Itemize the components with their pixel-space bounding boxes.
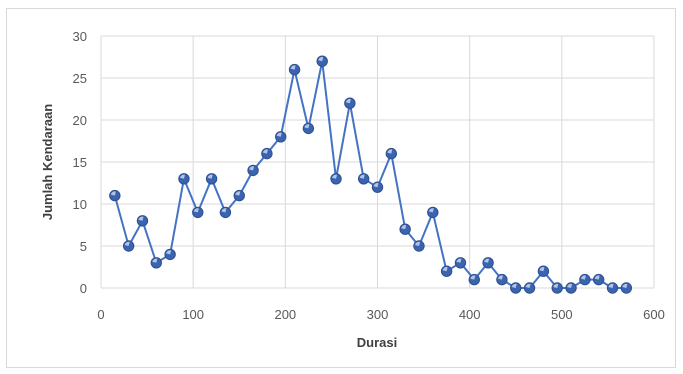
marker-highlight [497, 275, 503, 280]
data-point [330, 173, 342, 185]
marker-highlight [622, 283, 628, 288]
gridlines [100, 35, 655, 289]
data-point [620, 282, 633, 294]
data-point [302, 122, 315, 135]
data-point [178, 173, 190, 185]
data-point [247, 164, 259, 177]
y-tick-label: 15 [73, 155, 87, 170]
data-point [164, 248, 176, 261]
y-tick-label: 0 [80, 281, 87, 296]
data-point [371, 181, 384, 193]
data-point [496, 273, 508, 286]
x-tick-label: 600 [643, 307, 665, 322]
marker-highlight [359, 174, 365, 179]
marker-highlight [345, 99, 351, 104]
data-point [122, 240, 135, 252]
marker-highlight [428, 208, 434, 213]
marker-highlight [290, 65, 296, 70]
data-point [427, 206, 439, 219]
marker-highlight [152, 258, 158, 263]
data-point [205, 173, 218, 185]
y-tick-label: 25 [73, 71, 87, 86]
x-tick-label: 0 [97, 307, 104, 322]
marker-highlight [594, 275, 600, 280]
data-point [413, 240, 425, 252]
x-tick-label: 500 [551, 307, 573, 322]
data-point [593, 273, 605, 286]
data-point [606, 282, 619, 294]
marker-highlight [110, 191, 116, 196]
marker-highlight [221, 208, 227, 213]
x-axis-title: Durasi [357, 335, 397, 350]
data-point [579, 273, 591, 286]
x-tick-label: 300 [367, 307, 389, 322]
data-point [357, 173, 370, 185]
marker-highlight [553, 283, 559, 288]
marker-highlight [414, 241, 420, 246]
marker-highlight [249, 166, 255, 171]
data-point [344, 97, 356, 109]
series-line [113, 60, 627, 289]
data-point [261, 147, 273, 160]
marker-highlight [166, 250, 172, 255]
data-point [482, 257, 494, 269]
marker-highlight [442, 267, 448, 272]
data-point [537, 265, 550, 277]
data-point [150, 257, 163, 269]
y-tick-label: 5 [80, 239, 87, 254]
data-point [136, 215, 149, 227]
data-point [510, 282, 522, 294]
marker-highlight [262, 149, 268, 154]
x-tick-label: 400 [459, 307, 481, 322]
data-point [316, 55, 328, 67]
data-point [468, 273, 480, 286]
data-point [399, 223, 411, 235]
marker-highlight [484, 258, 490, 263]
data-point [288, 63, 301, 76]
data-point [440, 265, 453, 277]
data-point [109, 189, 121, 202]
data-point [219, 206, 232, 219]
data-point [551, 282, 563, 294]
marker-highlight [580, 275, 586, 280]
data-point [454, 257, 467, 269]
y-tick-label: 20 [73, 113, 87, 128]
marker-highlight [456, 258, 462, 263]
marker-highlight [235, 191, 241, 196]
marker-highlight [511, 283, 517, 288]
marker-highlight [470, 275, 476, 280]
data-point [385, 147, 398, 160]
marker-highlight [539, 267, 545, 272]
marker-highlight [207, 174, 213, 179]
marker-highlight [124, 241, 130, 246]
x-tick-label: 200 [274, 307, 296, 322]
marker-highlight [138, 216, 144, 221]
y-tick-labels: 0 5 10 15 20 25 30 [73, 29, 87, 296]
data-point [192, 206, 204, 219]
marker-highlight [193, 208, 199, 213]
data-point [275, 131, 287, 143]
data-series [109, 55, 633, 294]
chart-frame [6, 8, 676, 368]
y-axis-title: Jumlah Kendaraan [40, 104, 55, 220]
data-point [565, 282, 577, 294]
marker-highlight [179, 174, 185, 179]
data-point [233, 189, 245, 202]
marker-highlight [332, 174, 338, 179]
marker-highlight [318, 57, 324, 62]
marker-highlight [525, 283, 531, 288]
marker-highlight [401, 225, 407, 230]
marker-highlight [567, 283, 573, 288]
x-tick-label: 100 [182, 307, 204, 322]
marker-highlight [373, 183, 379, 188]
y-tick-label: 10 [73, 197, 87, 212]
data-point [523, 282, 536, 294]
marker-highlight [387, 149, 393, 154]
marker-highlight [276, 132, 282, 137]
y-tick-label: 30 [73, 29, 87, 44]
marker-highlight [304, 124, 310, 129]
x-tick-labels: 0 100 200 300 400 500 600 [97, 307, 664, 322]
marker-highlight [608, 283, 614, 288]
